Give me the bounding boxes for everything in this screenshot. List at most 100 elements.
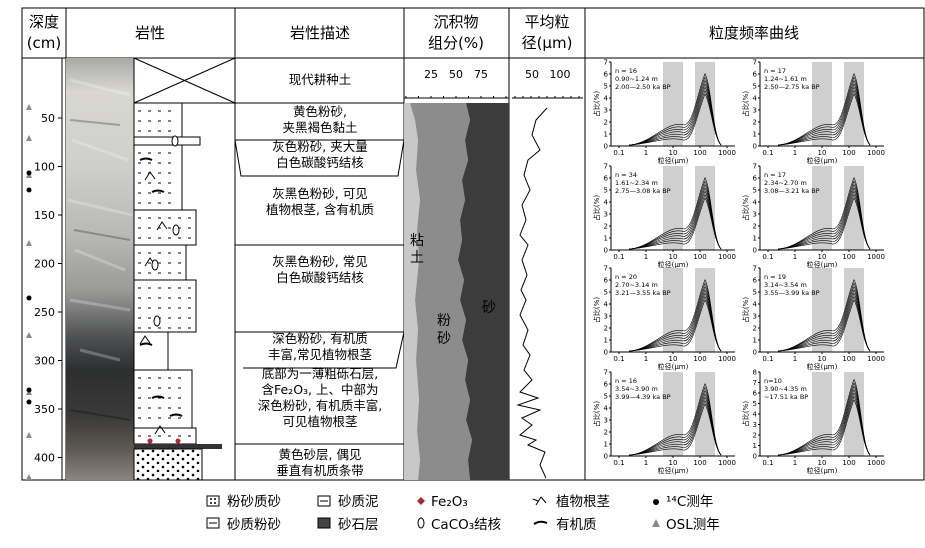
panel-y-tick-label: 5 <box>604 393 608 401</box>
panel-range: 3.14~3.54 m <box>764 281 807 289</box>
panel-x-tick-label: 0.1 <box>762 355 773 363</box>
panel-y-tick-label: 3 <box>604 313 608 321</box>
c14-marker <box>26 170 32 176</box>
frequency-curve <box>777 292 871 352</box>
depth-tick-label: 50 <box>41 112 55 125</box>
caco3-symbol <box>151 259 159 271</box>
dating-markers <box>26 104 32 480</box>
c14-marker <box>26 387 32 393</box>
osl-marker <box>26 332 32 338</box>
panel-x-tick-label: 0.1 <box>762 253 773 261</box>
silty-sand-block <box>133 244 187 281</box>
frequency-curve <box>777 197 871 250</box>
legend-organic-label: 有机质 <box>556 517 597 533</box>
panel-y-tick-label: 5 <box>604 187 608 195</box>
panel-y-tick-label: 7 <box>604 265 608 273</box>
silt-label: 砂 <box>437 331 451 347</box>
panel-y-tick-label: 6 <box>604 277 609 285</box>
panel-n: n = 16 <box>615 377 637 385</box>
frequency-curve <box>628 292 722 352</box>
clay-area <box>404 103 420 480</box>
silty-sand-block <box>133 102 183 138</box>
osl-marker <box>26 104 32 110</box>
legend-sandy-mud-label: 砂质泥 <box>338 494 379 510</box>
frequency-curve <box>628 396 722 456</box>
frequency-panel: 0 1 2 3 4 5 6 7 0.1 1 10 100 1000 粒径(μm) 占比(%) n = 341.… <box>592 163 736 270</box>
description-bracket <box>235 331 405 369</box>
clay-label: 粘 <box>410 233 424 249</box>
panel-x-tick-label: 10 <box>818 253 827 261</box>
panel-y-tick-label: 1 <box>753 131 757 139</box>
legend-root-label: 植物根茎 <box>556 494 610 510</box>
legend-caco3-label: CaCO₃结核 <box>431 517 501 533</box>
panel-n: n = 34 <box>615 171 637 179</box>
panel-y-tick-label: 3 <box>753 211 757 219</box>
panel-age: 3.55—3.99 ka BP <box>764 289 820 297</box>
description-text: 夹黑褐色黏土 <box>282 120 357 135</box>
grain-size-curve <box>516 107 548 479</box>
panel-x-label: 粒径(μm) <box>807 260 838 269</box>
caco3-symbol <box>153 315 161 327</box>
root-symbol <box>139 335 151 345</box>
panel-y-tick-label: 1 <box>753 337 757 345</box>
panel-y-tick-label: 6 <box>753 71 758 79</box>
description-text: 灰黑色粉砂, 常见 <box>272 254 367 269</box>
depth-tick-label: 400 <box>34 452 55 465</box>
sand-label: 砂 <box>482 300 496 316</box>
panel-age: 2.00—2.50 ka BP <box>615 83 671 91</box>
panel-y-tick-label: 4 <box>753 95 758 103</box>
coarse-mode-band <box>695 268 715 352</box>
panel-range: 0.90~1.24 m <box>615 75 658 83</box>
fine-mode-band <box>663 372 683 456</box>
panel-range: 1.61~2.34 m <box>615 179 658 187</box>
panel-range: 3.54~3.90 m <box>615 385 658 393</box>
panel-x-tick-label: 1 <box>644 253 648 261</box>
frequency-curve <box>777 295 871 352</box>
panel-x-label: 粒径(μm) <box>807 156 838 165</box>
organic-symbol <box>169 413 183 417</box>
root-symbol <box>154 425 166 435</box>
panel-y-tick-label: 3 <box>753 421 757 429</box>
description-text: 植物根茎, 含有机质 <box>266 202 374 217</box>
panel-y-tick-label: 0 <box>753 247 757 255</box>
description-text: 现代耕种土 <box>289 72 352 87</box>
frequency-panel: 0 1 2 3 4 5 6 7 0.1 1 10 100 1000 粒径(μm) 占比(%) n = 202.… <box>592 265 736 372</box>
panel-x-tick-label: 1000 <box>718 355 736 363</box>
panel-y-tick-label: 3 <box>604 417 608 425</box>
root-symbol <box>156 221 168 231</box>
clay-label: 土 <box>410 250 424 266</box>
panel-x-tick-label: 10 <box>669 149 678 157</box>
panel-y-tick-label: 6 <box>604 381 609 389</box>
legend: 粉砂质砂 砂质粉砂 砂质泥 砂石层 Fe₂O₃ CaCO₃结核 植物根茎 有机质… <box>206 494 720 533</box>
frequency-curve <box>628 190 722 250</box>
description-header: 岩性描述 <box>290 24 350 42</box>
coarse-mode-band <box>695 166 715 250</box>
depth-tick-label: 150 <box>34 209 55 222</box>
frequency-curve <box>628 399 722 456</box>
panel-age: ~17.51 ka BP <box>764 393 808 401</box>
legend-organic-swatch <box>533 520 548 525</box>
panel-x-tick-label: 1 <box>793 149 797 157</box>
description-text: 白色碳酸钙结核 <box>276 270 364 285</box>
panel-x-tick-label: 100 <box>842 253 855 261</box>
panel-y-tick-label: 2 <box>604 429 608 437</box>
panel-x-tick-label: 10 <box>669 459 678 467</box>
grain-tick-label: 50 <box>525 68 539 81</box>
frequency-curve <box>628 197 722 250</box>
description-text: 灰黑色粉砂, 可见 <box>272 186 367 201</box>
silty-sand-block <box>133 427 197 445</box>
description-text: 底部为一薄粗砾石层, <box>262 366 378 381</box>
panel-range: 3.90~4.35 m <box>764 385 807 393</box>
panel-y-tick-label: 2 <box>604 223 608 231</box>
panel-x-tick-label: 1000 <box>867 149 885 157</box>
frequency-curve <box>628 299 722 352</box>
grain-header-line2: 径(μm) <box>522 34 573 52</box>
frequency-curve <box>628 403 722 456</box>
description-text: 白色碳酸钙结核 <box>276 155 364 170</box>
frequency-panel: 0 1 2 3 4 5 6 7 0.1 1 10 100 1000 粒径(μm) 占比(%) n = 171.… <box>741 59 885 166</box>
panel-age: 3.08—3.21 ka BP <box>764 187 820 195</box>
depth-axis: 50 100 150 200 250 300 350 400 <box>34 58 63 480</box>
coarse-mode-band <box>844 268 864 352</box>
coarse-mode-band <box>695 372 715 456</box>
